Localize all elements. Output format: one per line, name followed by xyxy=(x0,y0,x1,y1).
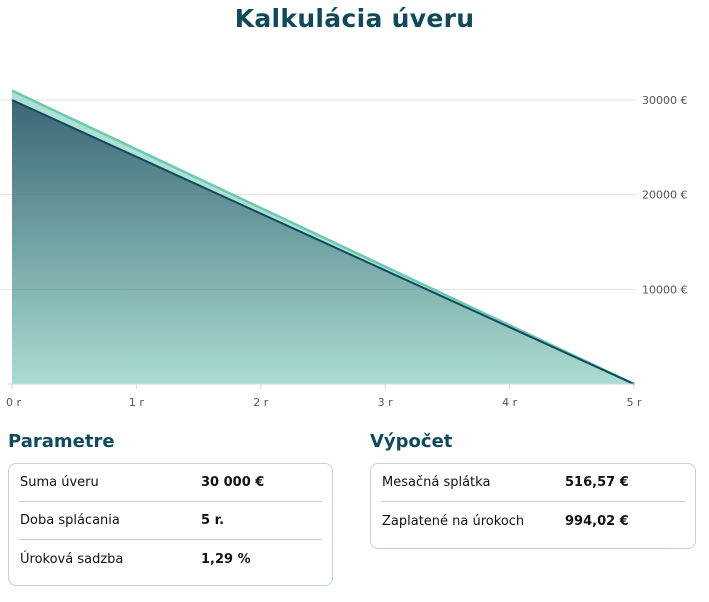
x-tick-label: 5 r xyxy=(626,396,641,409)
y-tick-label: 10000 € xyxy=(642,283,688,296)
x-tick-label: 4 r xyxy=(502,396,517,409)
loan-chart: 30000 € 20000 € 10000 € 0 r 1 r 2 r 3 r 4 r 5 r xyxy=(0,80,709,415)
parameter-row-duration: Doba splácania 5 r. xyxy=(19,502,322,540)
calculation-value: 516,57 € xyxy=(565,475,629,490)
calculation-card: Mesačná splátka 516,57 € Zaplatené na úr… xyxy=(370,463,696,549)
calculation-label: Zaplatené na úrokoch xyxy=(382,513,525,529)
x-tick-label: 0 r xyxy=(6,396,21,409)
calculation-label: Mesačná splátka xyxy=(382,475,491,490)
calculation-value: 994,02 € xyxy=(565,513,629,529)
loan-chart-svg: 30000 € 20000 € 10000 € 0 r 1 r 2 r 3 r 4 r 5 r xyxy=(0,89,688,409)
parameter-label: Úroková sadzba xyxy=(20,551,124,567)
y-tick-label: 20000 € xyxy=(642,189,688,202)
x-tick-label: 2 r xyxy=(253,396,268,409)
total-series-line xyxy=(11,89,635,386)
page-title: Kalkulácia úveru xyxy=(234,4,475,33)
parameter-value: 30 000 € xyxy=(201,475,265,490)
parameter-value: 1,29 % xyxy=(201,551,251,567)
y-tick-label: 30000 € xyxy=(642,94,688,107)
parameters-heading: Parametre xyxy=(8,431,115,452)
calculation-heading: Výpočet xyxy=(370,431,453,452)
calculation-row-monthly-payment: Mesačná splátka 516,57 € xyxy=(381,464,685,502)
parameter-label: Suma úveru xyxy=(20,475,99,490)
parameters-card: Suma úveru 30 000 € Doba splácania 5 r. … xyxy=(8,463,333,586)
parameter-value: 5 r. xyxy=(201,513,225,528)
x-tick-label: 1 r xyxy=(129,396,144,409)
x-tick-label: 3 r xyxy=(378,396,393,409)
parameter-row-loan-amount: Suma úveru 30 000 € xyxy=(19,464,322,502)
parameter-label: Doba splácania xyxy=(20,513,120,528)
parameter-row-interest-rate: Úroková sadzba 1,29 % xyxy=(19,540,322,578)
principal-series-line xyxy=(11,99,635,385)
calculation-row-interest-paid: Zaplatené na úrokoch 994,02 € xyxy=(381,502,685,540)
